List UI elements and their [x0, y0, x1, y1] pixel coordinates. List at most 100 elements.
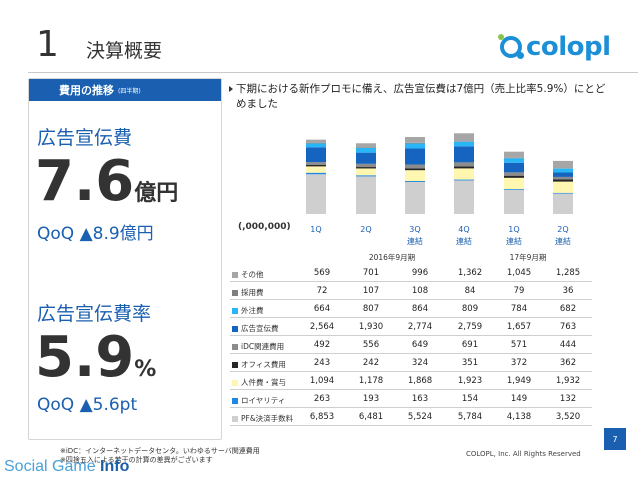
table-cell: 807 [362, 304, 380, 314]
legend-swatch-icon [232, 325, 238, 332]
legend-swatch-icon [232, 307, 238, 314]
logo-text: colopl [526, 32, 611, 62]
table-cell: 4,138 [506, 412, 532, 422]
table-cell: 107 [362, 286, 380, 296]
row-label-text: 採用費 [241, 288, 264, 297]
table-cell: 2,774 [407, 322, 433, 332]
commentary-note: 下期における新作プロモに備え、広告宣伝費は7億円（売上比率5.9%）にとどめまし… [236, 83, 606, 110]
table-cell: 864 [411, 304, 429, 314]
panel-title: 費用の推移 [59, 84, 114, 97]
table-cell: 1,362 [457, 268, 483, 278]
kpi-ad-cost-number: 7.6 [35, 149, 135, 214]
bar-segment [306, 139, 326, 143]
colopl-logo-icon [498, 34, 524, 59]
bar-segment [454, 168, 474, 180]
legend-swatch-icon [232, 271, 238, 278]
table-cell: 5,524 [407, 412, 433, 422]
table-row: オフィス費用 243 242 324 351 372 362 [230, 354, 592, 372]
bar-segment [504, 175, 524, 178]
table-cell: 6,481 [358, 412, 384, 422]
row-label: iDC関連費用 [232, 341, 284, 352]
legend-swatch-icon [232, 343, 238, 350]
bar-segment [306, 143, 326, 148]
bar-segment [405, 181, 425, 182]
kpi-ad-cost-qoq: QoQ ▲8.9億円 [37, 224, 154, 244]
row-label-text: PF&決済手数料 [241, 414, 294, 423]
table-row: iDC関連費用 492 556 649 691 571 444 [230, 336, 592, 354]
table-cell: 1,094 [309, 376, 335, 386]
bar-segment [356, 152, 376, 164]
table-cell: 444 [559, 340, 577, 350]
row-label-text: ロイヤリティ [241, 396, 286, 405]
table-cell: 163 [411, 394, 429, 404]
table-cell: 362 [559, 358, 577, 368]
table-cell: 263 [313, 394, 331, 404]
bar-segment [553, 160, 573, 169]
table-cell: 243 [313, 358, 331, 368]
table-cell: 6,853 [309, 412, 335, 422]
cost-stacked-bar-chart [306, 133, 573, 214]
bar-segment [306, 166, 326, 173]
bar-segment [454, 180, 474, 214]
bar-segment [356, 163, 376, 168]
row-label: 人件費・賞与 [232, 377, 286, 388]
row-label-text: 広告宣伝費 [241, 324, 279, 333]
table-cell: 1,178 [358, 376, 384, 386]
footnote-idc: ※iDC：インターネットデータセンタ。いわゆるサーバ関連費用 [60, 447, 260, 455]
section-title: 決算概要 [86, 40, 163, 62]
cost-data-table: その他 569 701 996 1,362 1,045 1,285 採用費 72 107 108 84… [230, 264, 592, 426]
table-cell: 351 [461, 358, 479, 368]
bar-segment [405, 137, 425, 143]
table-cell: 691 [461, 340, 479, 350]
bar-segment [454, 179, 474, 181]
table-cell: 1,932 [555, 376, 581, 386]
bar-segment [306, 162, 326, 165]
row-label: 外注費 [232, 305, 264, 316]
kpi-ad-cost-value: 7.6億円 [35, 149, 178, 214]
quarter-label: 1Q [310, 225, 322, 234]
row-label-text: 人件費・賞与 [241, 378, 286, 387]
bar-segment [504, 172, 524, 176]
table-cell: 108 [411, 286, 429, 296]
row-label-text: iDC関連費用 [241, 342, 285, 351]
table-cell: 569 [313, 268, 331, 278]
table-cell: 701 [362, 268, 380, 278]
table-cell: 36 [562, 286, 574, 296]
table-row: その他 569 701 996 1,362 1,045 1,285 [230, 264, 592, 282]
table-cell: 1,045 [506, 268, 532, 278]
kpi-ad-cost-unit: 億円 [134, 181, 179, 206]
bar-segment [504, 158, 524, 163]
bar-segment [405, 143, 425, 149]
table-cell: 3,520 [555, 412, 581, 422]
table-cell: 72 [316, 286, 328, 296]
bar-segment [306, 174, 326, 214]
row-label-text: 外注費 [241, 306, 264, 315]
bar-segment [454, 166, 474, 169]
table-cell: 664 [313, 304, 331, 314]
footnote-rounding: ※四捨五入による若干の計算の差異がございます [60, 456, 213, 464]
table-cell: 809 [461, 304, 479, 314]
section-number: 1 [36, 24, 59, 65]
bar-segment [306, 164, 326, 167]
row-label-text: オフィス費用 [241, 360, 286, 369]
panel-header: 費用の推移 (四半期) [29, 79, 221, 101]
row-label: オフィス費用 [232, 359, 286, 370]
row-label: 広告宣伝費 [232, 323, 279, 334]
table-cell: 784 [510, 304, 528, 314]
bar-segment [504, 177, 524, 190]
bar-segment [553, 181, 573, 193]
kpi-ad-ratio-label: 広告宣伝費率 [37, 303, 152, 325]
row-label: その他 [232, 269, 264, 280]
table-cell: 556 [362, 340, 380, 350]
bar-segment [454, 162, 474, 167]
table-row: 外注費 664 807 864 809 784 682 [230, 300, 592, 318]
bar-segment [454, 146, 474, 163]
bar-segment [504, 189, 524, 214]
note-bullet-icon [229, 86, 233, 92]
table-cell: 132 [559, 394, 577, 404]
kpi-ad-ratio-value: 5.9% [35, 325, 156, 390]
unit-label: (,000,000) [238, 222, 291, 232]
bar-segment [553, 179, 573, 182]
table-cell: 324 [411, 358, 429, 368]
colopl-logo: colopl [498, 32, 611, 62]
